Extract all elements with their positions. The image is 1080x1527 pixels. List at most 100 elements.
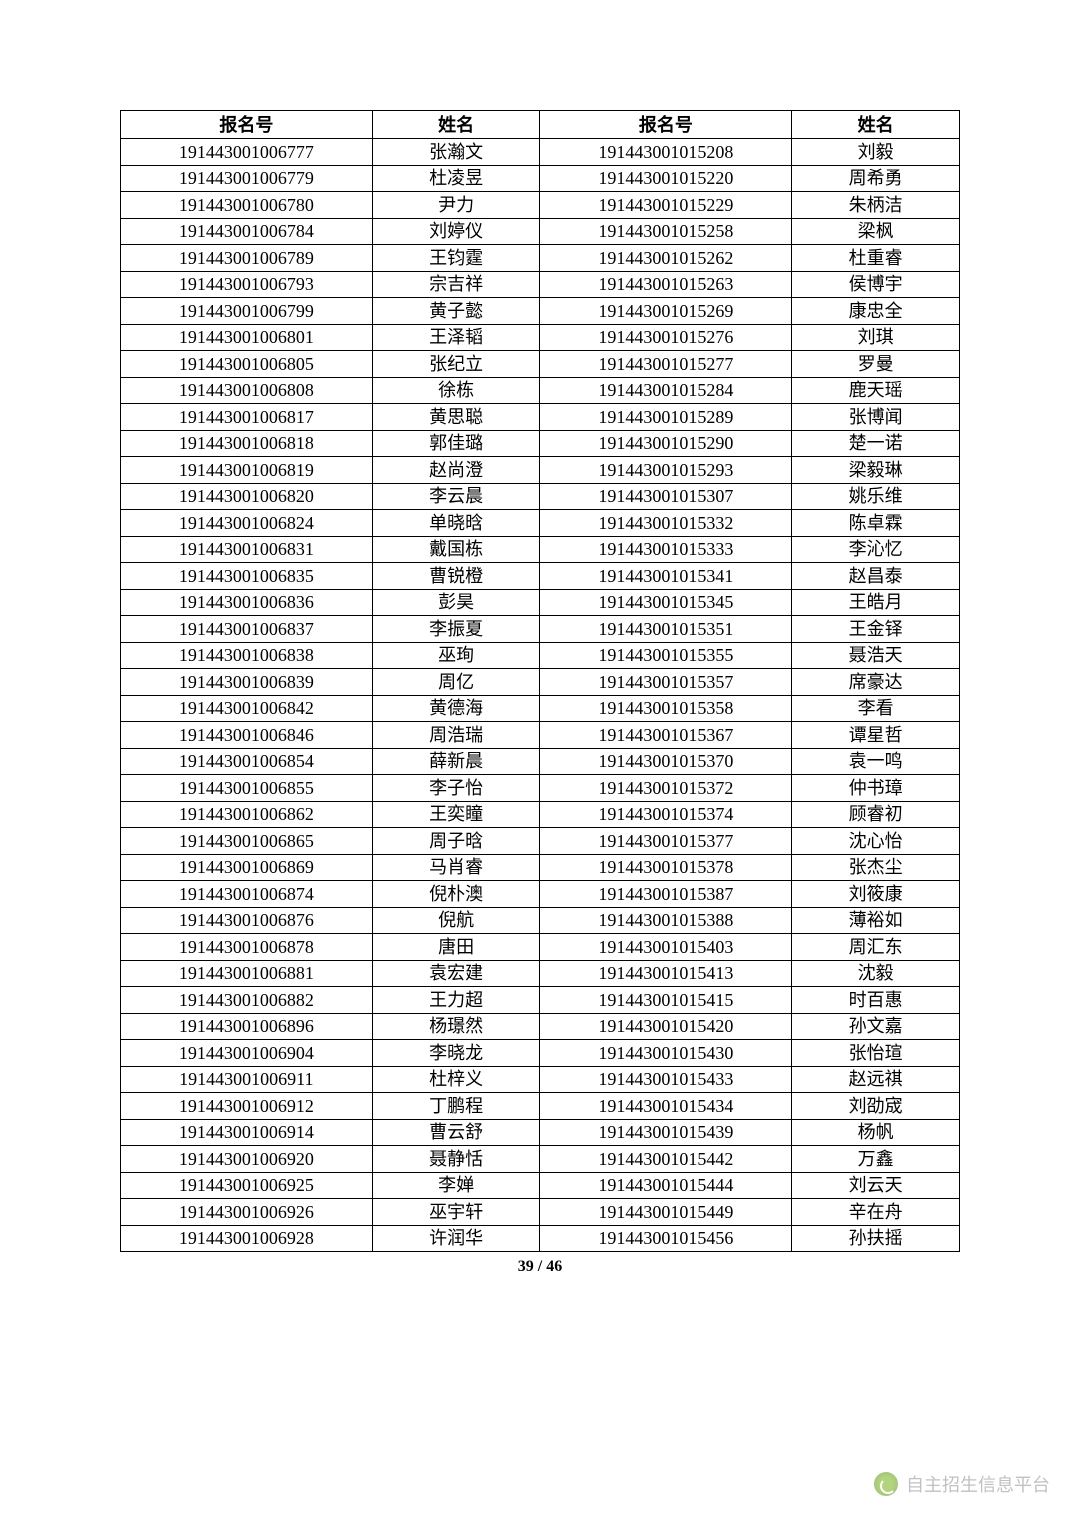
header-name2: 姓名 [792, 111, 960, 139]
page-container: 报名号 姓名 报名号 姓名 191443001006777张瀚文19144300… [0, 0, 1080, 1276]
table-row: 191443001006839周亿191443001015357席豪达 [121, 669, 960, 696]
cell-name1: 李晓龙 [372, 1040, 540, 1067]
table-row: 191443001006805张纪立191443001015277罗曼 [121, 351, 960, 378]
cell-name1: 曹锐橙 [372, 563, 540, 590]
table-row: 191443001006854薛新晨191443001015370袁一鸣 [121, 748, 960, 775]
cell-name1: 巫宇轩 [372, 1199, 540, 1226]
cell-id1: 191443001006912 [121, 1093, 373, 1120]
cell-id2: 191443001015430 [540, 1040, 792, 1067]
cell-name2: 时百惠 [792, 987, 960, 1014]
cell-id2: 191443001015351 [540, 616, 792, 643]
cell-id1: 191443001006805 [121, 351, 373, 378]
cell-id2: 191443001015355 [540, 642, 792, 669]
table-row: 191443001006896杨璟然191443001015420孙文嘉 [121, 1013, 960, 1040]
table-row: 191443001006808徐栋191443001015284鹿天瑶 [121, 377, 960, 404]
cell-id2: 191443001015269 [540, 298, 792, 325]
cell-name1: 杨璟然 [372, 1013, 540, 1040]
table-row: 191443001006881袁宏建191443001015413沈毅 [121, 960, 960, 987]
cell-id1: 191443001006808 [121, 377, 373, 404]
cell-name2: 杜重睿 [792, 245, 960, 272]
cell-id2: 191443001015415 [540, 987, 792, 1014]
table-row: 191443001006925李婵191443001015444刘云天 [121, 1172, 960, 1199]
table-row: 191443001006865周子晗191443001015377沈心怡 [121, 828, 960, 855]
cell-name2: 刘劭宬 [792, 1093, 960, 1120]
cell-id2: 191443001015289 [540, 404, 792, 431]
cell-name1: 王钧霆 [372, 245, 540, 272]
wechat-icon [874, 1472, 898, 1496]
table-row: 191443001006912丁鹏程191443001015434刘劭宬 [121, 1093, 960, 1120]
cell-id2: 191443001015307 [540, 483, 792, 510]
cell-id1: 191443001006839 [121, 669, 373, 696]
cell-name1: 许润华 [372, 1225, 540, 1252]
cell-id1: 191443001006780 [121, 192, 373, 219]
header-id1: 报名号 [121, 111, 373, 139]
cell-id1: 191443001006896 [121, 1013, 373, 1040]
table-row: 191443001006777张瀚文191443001015208刘毅 [121, 139, 960, 166]
cell-name2: 沈毅 [792, 960, 960, 987]
cell-name2: 康忠全 [792, 298, 960, 325]
cell-name2: 万鑫 [792, 1146, 960, 1173]
cell-id2: 191443001015229 [540, 192, 792, 219]
cell-name1: 李云晨 [372, 483, 540, 510]
cell-name1: 李婵 [372, 1172, 540, 1199]
cell-name1: 黄子懿 [372, 298, 540, 325]
cell-id1: 191443001006928 [121, 1225, 373, 1252]
cell-name1: 单晓晗 [372, 510, 540, 537]
cell-id1: 191443001006838 [121, 642, 373, 669]
cell-id2: 191443001015290 [540, 430, 792, 457]
table-row: 191443001006780尹力191443001015229朱柄洁 [121, 192, 960, 219]
cell-name1: 彭昊 [372, 589, 540, 616]
cell-id2: 191443001015377 [540, 828, 792, 855]
cell-id2: 191443001015333 [540, 536, 792, 563]
cell-id1: 191443001006817 [121, 404, 373, 431]
cell-id2: 191443001015374 [540, 801, 792, 828]
cell-id2: 191443001015208 [540, 139, 792, 166]
table-body: 191443001006777张瀚文191443001015208刘毅19144… [121, 139, 960, 1252]
table-row: 191443001006838巫珣191443001015355聂浩天 [121, 642, 960, 669]
watermark-text: 自主招生信息平台 [906, 1471, 1050, 1497]
table-row: 191443001006920聂静恬191443001015442万鑫 [121, 1146, 960, 1173]
cell-id1: 191443001006882 [121, 987, 373, 1014]
table-row: 191443001006882王力超191443001015415时百惠 [121, 987, 960, 1014]
table-row: 191443001006876倪航191443001015388薄裕如 [121, 907, 960, 934]
cell-name2: 席豪达 [792, 669, 960, 696]
cell-name1: 丁鹏程 [372, 1093, 540, 1120]
cell-id2: 191443001015413 [540, 960, 792, 987]
cell-name2: 朱柄洁 [792, 192, 960, 219]
cell-id1: 191443001006801 [121, 324, 373, 351]
cell-id2: 191443001015263 [540, 271, 792, 298]
cell-id2: 191443001015357 [540, 669, 792, 696]
cell-name1: 巫珣 [372, 642, 540, 669]
cell-id1: 191443001006904 [121, 1040, 373, 1067]
cell-id1: 191443001006920 [121, 1146, 373, 1173]
cell-name2: 刘毅 [792, 139, 960, 166]
cell-id2: 191443001015293 [540, 457, 792, 484]
cell-id2: 191443001015345 [540, 589, 792, 616]
cell-name1: 杜梓义 [372, 1066, 540, 1093]
cell-id1: 191443001006846 [121, 722, 373, 749]
cell-id1: 191443001006876 [121, 907, 373, 934]
cell-id1: 191443001006820 [121, 483, 373, 510]
cell-id2: 191443001015378 [540, 854, 792, 881]
cell-name1: 李振夏 [372, 616, 540, 643]
cell-name1: 赵尚澄 [372, 457, 540, 484]
cell-name2: 张博闻 [792, 404, 960, 431]
cell-id1: 191443001006819 [121, 457, 373, 484]
table-row: 191443001006926巫宇轩191443001015449辛在舟 [121, 1199, 960, 1226]
table-row: 191443001006874倪朴澳191443001015387刘筱康 [121, 881, 960, 908]
cell-id1: 191443001006835 [121, 563, 373, 590]
cell-name1: 倪航 [372, 907, 540, 934]
cell-name2: 姚乐维 [792, 483, 960, 510]
cell-id2: 191443001015367 [540, 722, 792, 749]
cell-id1: 191443001006926 [121, 1199, 373, 1226]
cell-id1: 191443001006789 [121, 245, 373, 272]
cell-id2: 191443001015444 [540, 1172, 792, 1199]
cell-id2: 191443001015434 [540, 1093, 792, 1120]
cell-name1: 袁宏建 [372, 960, 540, 987]
cell-id1: 191443001006836 [121, 589, 373, 616]
cell-id2: 191443001015388 [540, 907, 792, 934]
cell-id2: 191443001015420 [540, 1013, 792, 1040]
cell-name1: 张纪立 [372, 351, 540, 378]
cell-id1: 191443001006914 [121, 1119, 373, 1146]
cell-name2: 张杰尘 [792, 854, 960, 881]
